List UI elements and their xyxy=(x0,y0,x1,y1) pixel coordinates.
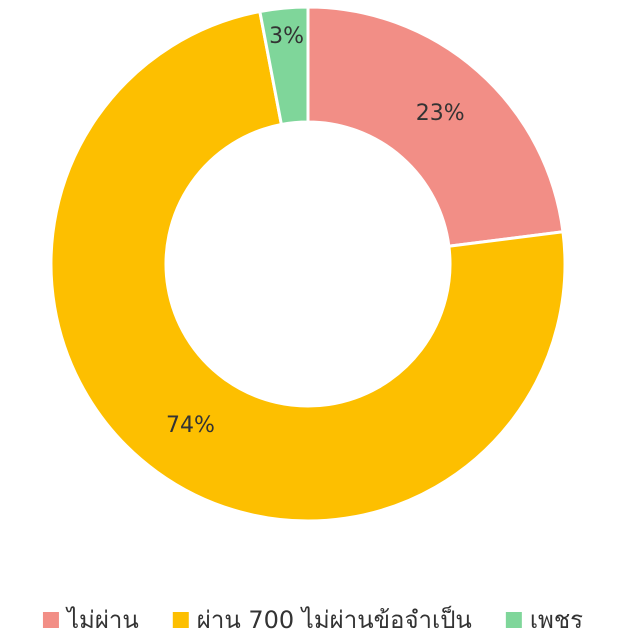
slice xyxy=(306,5,565,248)
legend-label: เพชร xyxy=(530,606,583,634)
data-label: 23% xyxy=(416,101,465,126)
legend-label: ไม่ผ่าน xyxy=(65,606,139,634)
legend-swatch xyxy=(505,612,522,628)
legend-label: ผ่าน 700 ไม่ผ่านข้อจำเป็น xyxy=(197,605,472,634)
slice xyxy=(258,5,310,127)
slice xyxy=(49,9,567,523)
data-label: 74% xyxy=(166,413,215,438)
legend-swatch xyxy=(42,612,59,628)
legend-swatch xyxy=(172,612,189,628)
data-label: 3% xyxy=(269,24,304,49)
